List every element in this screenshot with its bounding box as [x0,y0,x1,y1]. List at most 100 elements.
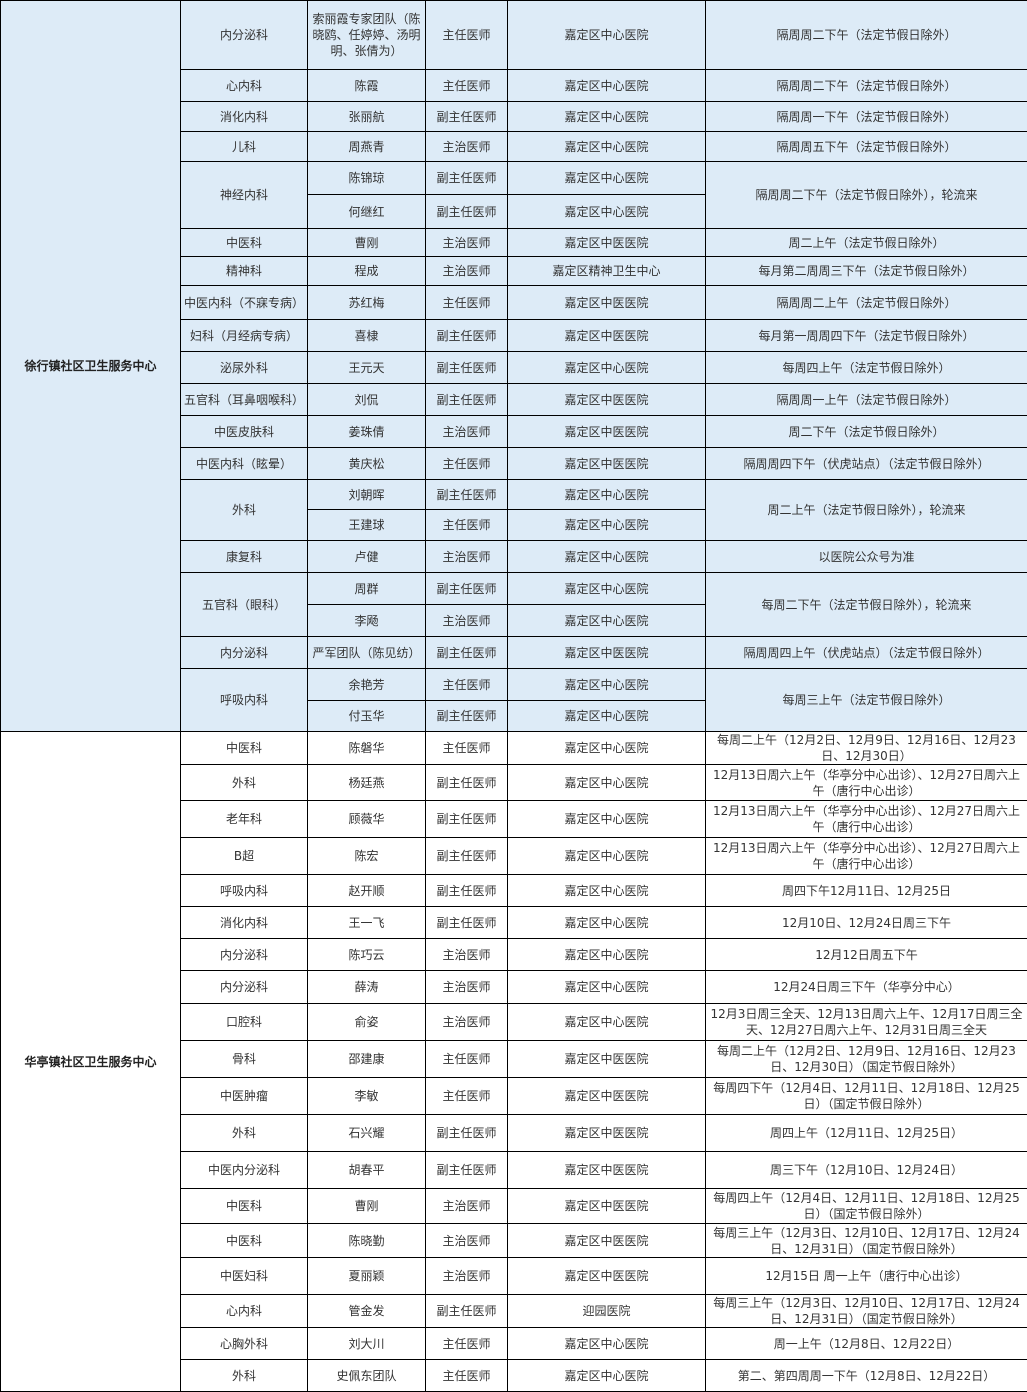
schedule: 每周二下午（法定节假日除外），轮流来 [706,573,1027,637]
schedule: 周二上午（法定节假日除外），轮流来 [706,480,1027,541]
schedule: 隔周周一下午（法定节假日除外） [706,102,1027,132]
hospital: 迎园医院 [508,1295,706,1328]
schedule: 隔周周四下午（伏虎站点）（法定节假日除外） [706,448,1027,480]
doctor-name: 俞姿 [308,1004,426,1041]
doctor-title: 主治医师 [426,132,508,162]
doctor-name: 苏红梅 [308,286,426,320]
hospital: 嘉定区中心医院 [508,765,706,801]
schedule: 隔周周二下午（法定节假日除外），轮流来 [706,162,1027,229]
department: 中医科 [181,229,308,257]
hospital: 嘉定区中心医院 [508,732,706,765]
doctor-name: 索丽霞专家团队（陈晓鸥、任婷婷、汤明明、张倩为） [308,1,426,70]
hospital: 嘉定区中医医院 [508,384,706,416]
doctor-name: 余艳芳 [308,669,426,701]
doctor-title: 主任医师 [426,1328,508,1360]
schedule: 12月12日周五下午 [706,939,1027,971]
table-row: 徐行镇社区卫生服务中心内分泌科索丽霞专家团队（陈晓鸥、任婷婷、汤明明、张倩为）主… [1,1,1027,70]
department: 外科 [181,765,308,801]
schedule: 隔周周二上午（法定节假日除外） [706,286,1027,320]
doctor-title: 主任医师 [426,1360,508,1392]
doctor-title: 主治医师 [426,541,508,573]
doctor-title: 主任医师 [426,1,508,70]
department: 老年科 [181,801,308,838]
doctor-title: 副主任医师 [426,573,508,605]
hospital: 嘉定区中医医院 [508,229,706,257]
doctor-name: 周燕青 [308,132,426,162]
hospital: 嘉定区中心医院 [508,352,706,384]
schedule: 12月10日、12月24日周三下午 [706,907,1027,939]
department: 消化内科 [181,907,308,939]
department: 呼吸内科 [181,875,308,907]
hospital: 嘉定区中医医院 [508,1189,706,1224]
schedule: 周二下午（法定节假日除外） [706,416,1027,448]
hospital: 嘉定区中心医院 [508,1,706,70]
hospital: 嘉定区中医医院 [508,1152,706,1189]
department: 内分泌科 [181,1,308,70]
doctor-title: 主治医师 [426,257,508,286]
doctor-title: 副主任医师 [426,384,508,416]
hospital: 嘉定区中心医院 [508,701,706,732]
schedule: 隔周周二下午（法定节假日除外） [706,1,1027,70]
hospital: 嘉定区中心医院 [508,541,706,573]
hospital: 嘉定区中心医院 [508,480,706,510]
doctor-name: 何继红 [308,195,426,229]
center-name: 徐行镇社区卫生服务中心 [1,1,181,732]
doctor-name: 李飏 [308,605,426,637]
doctor-title: 副主任医师 [426,765,508,801]
doctor-name: 曹刚 [308,1189,426,1224]
doctor-name: 管金发 [308,1295,426,1328]
doctor-name: 张丽航 [308,102,426,132]
schedule: 每周四下午（12月4日、12月11日、12月18日、12月25日）（国定节假日除… [706,1078,1027,1115]
hospital: 嘉定区中医医院 [508,1041,706,1078]
schedule: 隔周周一上午（法定节假日除外） [706,384,1027,416]
doctor-name: 刘大川 [308,1328,426,1360]
doctor-name: 程成 [308,257,426,286]
department: 妇科（月经病专病） [181,320,308,352]
doctor-name: 石兴耀 [308,1115,426,1152]
department: 儿科 [181,132,308,162]
doctor-title: 副主任医师 [426,701,508,732]
hospital: 嘉定区中心医院 [508,162,706,195]
doctor-title: 主任医师 [426,70,508,102]
doctor-name: 王建球 [308,510,426,541]
doctor-title: 副主任医师 [426,875,508,907]
hospital: 嘉定区精神卫生中心 [508,257,706,286]
schedule: 每周三上午（法定节假日除外） [706,669,1027,732]
schedule: 每周四上午（12月4日、12月11日、12月18日、12月25日）（国定节假日除… [706,1189,1027,1224]
doctor-title: 副主任医师 [426,801,508,838]
schedule: 隔周周五下午（法定节假日除外） [706,132,1027,162]
department: 中医内科（眩晕） [181,448,308,480]
doctor-name: 陈宏 [308,838,426,875]
doctor-name: 付玉华 [308,701,426,732]
doctor-name: 陈锦琼 [308,162,426,195]
hospital: 嘉定区中医医院 [508,448,706,480]
doctor-title: 主任医师 [426,448,508,480]
doctor-name: 刘朝晖 [308,480,426,510]
doctor-name: 史佩东团队 [308,1360,426,1392]
doctor-name: 周群 [308,573,426,605]
doctor-title: 主任医师 [426,1041,508,1078]
doctor-title: 副主任医师 [426,1295,508,1328]
department: 心内科 [181,1295,308,1328]
doctor-title: 副主任医师 [426,637,508,669]
schedule: 隔周周二下午（法定节假日除外） [706,70,1027,102]
hospital: 嘉定区中医医院 [508,1224,706,1258]
doctor-title: 副主任医师 [426,1115,508,1152]
doctor-name: 邵建康 [308,1041,426,1078]
hospital: 嘉定区中医医院 [508,1078,706,1115]
doctor-name: 陈晓勤 [308,1224,426,1258]
hospital: 嘉定区中心医院 [508,573,706,605]
department: 骨科 [181,1041,308,1078]
schedule: 12月13日周六上午（华亭分中心出诊）、12月27日周六上午（唐行中心出诊） [706,801,1027,838]
doctor-name: 杨廷燕 [308,765,426,801]
schedule: 12月13日周六上午（华亭分中心出诊）、12月27日周六上午（唐行中心出诊） [706,838,1027,875]
schedule: 周四上午（12月11日、12月25日） [706,1115,1027,1152]
doctor-name: 陈霞 [308,70,426,102]
hospital: 嘉定区中医医院 [508,637,706,669]
schedule: 12月15日 周一上午（唐行中心出诊） [706,1258,1027,1295]
doctor-title: 主治医师 [426,1004,508,1041]
department: 中医科 [181,1224,308,1258]
department: 内分泌科 [181,637,308,669]
doctor-title: 主治医师 [426,1224,508,1258]
doctor-title: 主治医师 [426,1258,508,1295]
